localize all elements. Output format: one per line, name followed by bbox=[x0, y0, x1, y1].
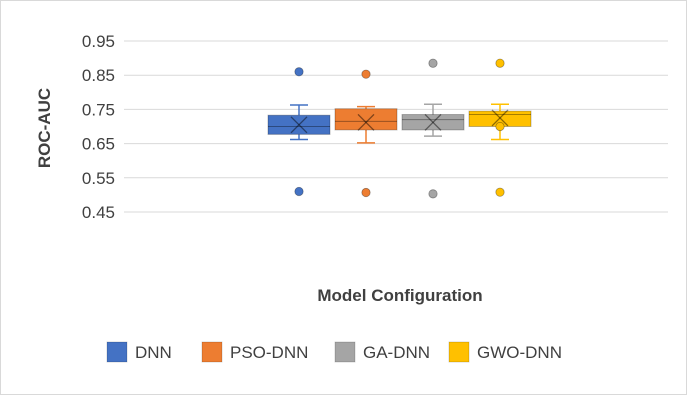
legend: DNN PSO-DNN GA-DNN GWO-DNN bbox=[106, 341, 562, 363]
iqr-box bbox=[401, 114, 465, 131]
legend-swatch bbox=[448, 341, 470, 363]
legend-item-dnn: DNN bbox=[106, 341, 172, 363]
iqr-box bbox=[334, 108, 398, 131]
y-tick-label: 0.65 bbox=[82, 135, 115, 154]
box-pso-dnn bbox=[334, 69, 398, 198]
legend-swatch bbox=[106, 341, 128, 363]
y-tick-label: 0.95 bbox=[82, 32, 115, 51]
outlier-point bbox=[361, 69, 371, 79]
mean-marker bbox=[424, 113, 442, 131]
box-ga-dnn bbox=[401, 58, 465, 199]
box-series-group bbox=[267, 58, 532, 199]
legend-item-pso-dnn: PSO-DNN bbox=[201, 341, 308, 363]
outlier-point bbox=[495, 58, 505, 68]
legend-label: PSO-DNN bbox=[230, 343, 308, 362]
legend-label: GA-DNN bbox=[363, 343, 430, 362]
mean-marker bbox=[290, 116, 308, 134]
x-axis-label: Model Configuration bbox=[317, 286, 482, 305]
legend-item-ga-dnn: GA-DNN bbox=[334, 341, 430, 363]
legend-item-gwo-dnn: GWO-DNN bbox=[448, 341, 562, 363]
outlier-point bbox=[294, 67, 304, 77]
y-tick-label: 0.55 bbox=[82, 169, 115, 188]
mean-marker bbox=[290, 116, 308, 134]
outlier-point bbox=[428, 189, 438, 199]
mean-marker bbox=[491, 109, 509, 127]
y-axis-label: ROC-AUC bbox=[35, 88, 54, 168]
mean-marker bbox=[357, 113, 375, 131]
y-tick-label: 0.45 bbox=[82, 203, 115, 222]
mean-marker bbox=[424, 113, 442, 131]
y-tick-label: 0.75 bbox=[82, 100, 115, 119]
outlier-point bbox=[495, 121, 505, 132]
legend-swatch bbox=[334, 341, 356, 363]
iqr-box bbox=[267, 114, 331, 135]
y-tick-label: 0.85 bbox=[82, 66, 115, 85]
outlier-point bbox=[495, 187, 505, 197]
outlier-point bbox=[428, 58, 438, 68]
mean-marker bbox=[357, 113, 375, 131]
legend-swatch bbox=[201, 341, 223, 363]
outlier-point bbox=[361, 187, 371, 198]
mean-marker bbox=[491, 109, 509, 127]
outlier-point bbox=[294, 186, 304, 197]
legend-label: GWO-DNN bbox=[477, 343, 562, 362]
legend-label: DNN bbox=[135, 343, 172, 362]
box-gwo-dnn bbox=[468, 58, 532, 197]
box-dnn bbox=[267, 67, 331, 197]
y-axis-ticks: 0.95 0.85 0.75 0.65 0.55 0.45 bbox=[82, 32, 115, 222]
